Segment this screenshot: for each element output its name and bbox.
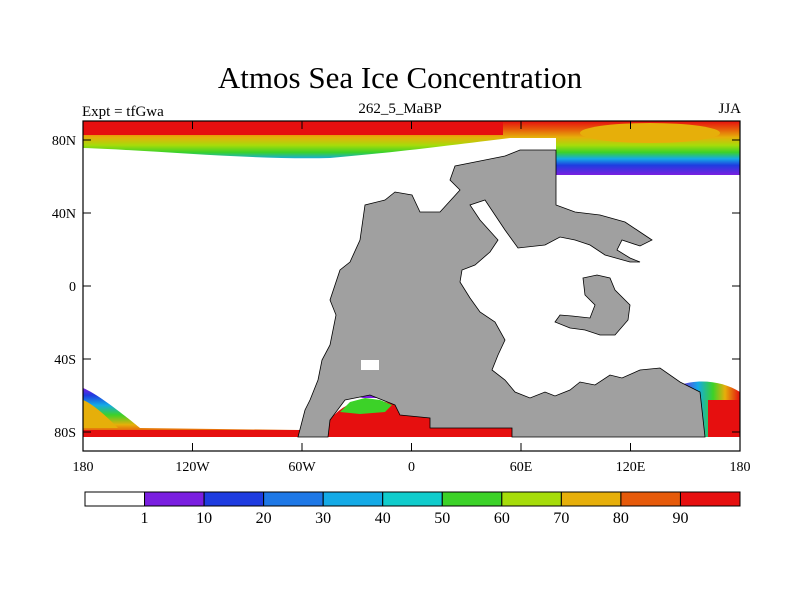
colorbar-label: 30: [315, 510, 331, 527]
colorbar-swatch: [560, 491, 622, 507]
colorbar-swatch: [203, 491, 265, 507]
colorbar-swatch: [679, 491, 741, 507]
latitude-axis: 80N 40N 0 40S 80S: [52, 134, 740, 441]
colorbar-swatch: [441, 491, 503, 507]
lon-tick-label: 60W: [288, 460, 316, 475]
lat-tick-label: 0: [69, 280, 76, 295]
colorbar-swatch: [501, 491, 562, 507]
season-label: JJA: [718, 101, 741, 117]
southern-sea-ice-pacific: [83, 388, 328, 437]
period-label: 262_5_MaBP: [358, 101, 442, 117]
lon-tick-label: 120W: [175, 460, 210, 475]
colorbar-label: 20: [256, 510, 272, 527]
colorbar-swatch: [382, 491, 443, 507]
southern-sea-ice-east: [680, 381, 740, 437]
map-title: Atmos Sea Ice Concentration: [217, 60, 583, 95]
lat-tick-label: 80S: [54, 426, 76, 441]
colorbar-label: 40: [375, 510, 391, 527]
colorbar-label: 80: [613, 510, 629, 527]
colorbar-swatch: [84, 491, 146, 507]
colorbar-swatch: [144, 491, 205, 507]
colorbar-swatch: [322, 491, 384, 507]
lon-tick-label: 60E: [510, 460, 533, 475]
longitude-axis: 180 120W 60W 0 60E 120E 180: [73, 121, 751, 475]
inland-lake: [361, 360, 379, 370]
lat-tick-label: 40S: [54, 353, 76, 368]
lat-tick-label: 80N: [52, 134, 76, 149]
lat-tick-label: 40N: [52, 207, 76, 222]
colorbar-swatch: [620, 491, 681, 507]
colorbar-label: 10: [196, 510, 212, 527]
colorbar-label: 70: [553, 510, 569, 527]
colorbar-swatch: [263, 491, 324, 507]
lon-tick-label: 120E: [616, 460, 646, 475]
experiment-label: Expt = tfGwa: [82, 104, 164, 120]
lon-tick-label: 180: [730, 460, 751, 475]
colorbar-label: 1: [141, 510, 149, 527]
colorbar-label: 50: [434, 510, 450, 527]
lon-tick-label: 180: [73, 460, 94, 475]
land-mass: [297, 149, 706, 438]
colorbar-label: 90: [672, 510, 688, 527]
colorbar: 1 10 20 30 40 50 60 70 80 90: [84, 491, 741, 527]
colorbar-label: 60: [494, 510, 510, 527]
lon-tick-label: 0: [408, 460, 415, 475]
